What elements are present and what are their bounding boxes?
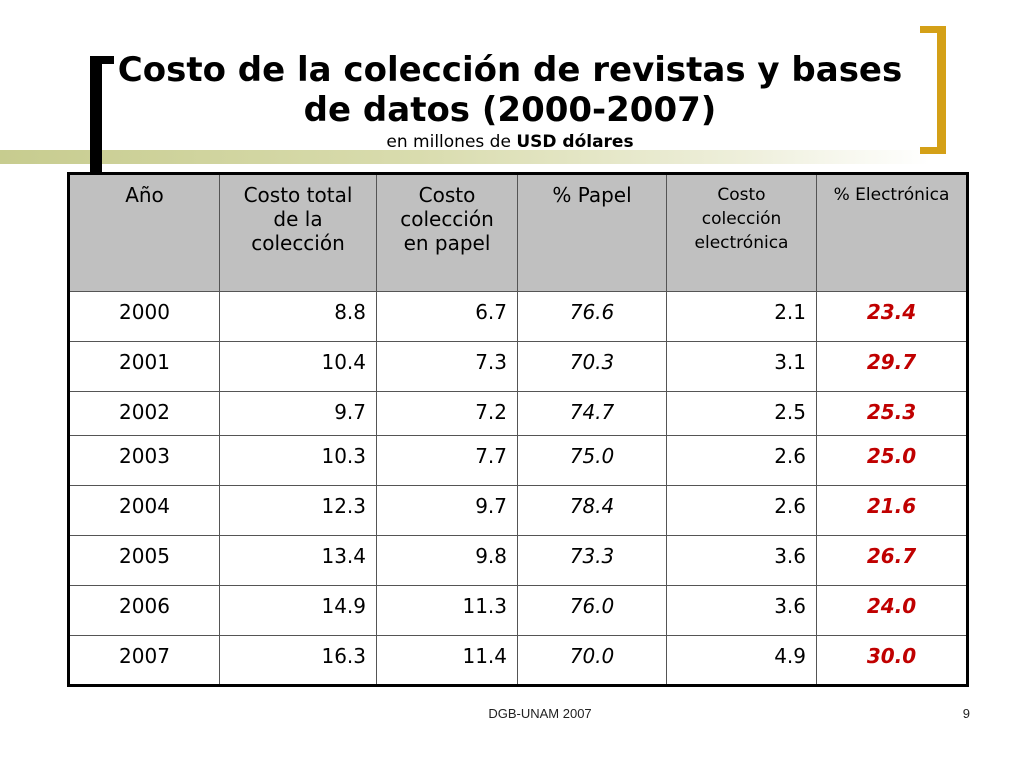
table-row: 2002 9.7 7.2 74.7 2.5 25.3 <box>68 391 968 436</box>
cell-year: 2002 <box>68 391 220 436</box>
cell-electronic: 2.1 <box>666 291 817 342</box>
cost-table: Año Costo total de la colección Costo co… <box>67 172 969 687</box>
header-electronic-cost: Costo colección electrónica <box>666 173 817 292</box>
subtitle-currency: USD dólares <box>516 132 634 152</box>
header-paper-percent: % Papel <box>517 173 667 292</box>
cell-pct-paper: 78.4 <box>517 485 667 536</box>
cell-pct-paper: 70.3 <box>517 341 667 392</box>
cell-total: 10.4 <box>219 341 377 392</box>
table-header-row: Año Costo total de la colección Costo co… <box>68 173 968 292</box>
cell-electronic: 2.6 <box>666 485 817 536</box>
cell-paper: 7.7 <box>376 435 518 486</box>
cell-year: 2003 <box>68 435 220 486</box>
header-electronic-percent: % Electrónica <box>816 173 968 292</box>
cell-paper: 6.7 <box>376 291 518 342</box>
cell-electronic: 3.1 <box>666 341 817 392</box>
cell-paper: 7.3 <box>376 341 518 392</box>
cell-year: 2004 <box>68 485 220 536</box>
subtitle-prefix: en millones de <box>386 132 517 152</box>
table-row: 2005 13.4 9.8 73.3 3.6 26.7 <box>68 535 968 586</box>
decorative-band <box>0 150 930 164</box>
cell-paper: 11.4 <box>376 635 518 686</box>
cell-year: 2001 <box>68 341 220 392</box>
header-total-cost: Costo total de la colección <box>219 173 377 292</box>
cell-year: 2000 <box>68 291 220 342</box>
cell-pct-electronic: 25.3 <box>816 391 968 436</box>
cell-total: 12.3 <box>219 485 377 536</box>
cell-total: 8.8 <box>219 291 377 342</box>
left-bracket-decoration <box>90 56 114 172</box>
table-row: 2000 8.8 6.7 76.6 2.1 23.4 <box>68 291 968 342</box>
cell-pct-paper: 76.6 <box>517 291 667 342</box>
cell-pct-paper: 73.3 <box>517 535 667 586</box>
cell-pct-electronic: 23.4 <box>816 291 968 342</box>
cell-year: 2005 <box>68 535 220 586</box>
cell-pct-electronic: 29.7 <box>816 341 968 392</box>
page-number: 9 <box>962 706 970 721</box>
table-row: 2003 10.3 7.7 75.0 2.6 25.0 <box>68 435 968 486</box>
cell-pct-paper: 75.0 <box>517 435 667 486</box>
cell-pct-electronic: 25.0 <box>816 435 968 486</box>
cell-pct-paper: 74.7 <box>517 391 667 436</box>
header-year: Año <box>68 173 220 292</box>
cell-pct-paper: 70.0 <box>517 635 667 686</box>
cell-paper: 9.8 <box>376 535 518 586</box>
cell-electronic: 4.9 <box>666 635 817 686</box>
table-row: 2007 16.3 11.4 70.0 4.9 30.0 <box>68 635 968 686</box>
cell-total: 16.3 <box>219 635 377 686</box>
table-row: 2001 10.4 7.3 70.3 3.1 29.7 <box>68 341 968 392</box>
cell-total: 9.7 <box>219 391 377 436</box>
cell-paper: 9.7 <box>376 485 518 536</box>
header-paper-cost: Costo colección en papel <box>376 173 518 292</box>
right-bracket-decoration <box>920 26 946 154</box>
cell-electronic: 3.6 <box>666 535 817 586</box>
cell-electronic: 3.6 <box>666 585 817 636</box>
table-row: 2004 12.3 9.7 78.4 2.6 21.6 <box>68 485 968 536</box>
cell-pct-electronic: 26.7 <box>816 535 968 586</box>
slide-subtitle: en millones de USD dólares <box>100 131 920 153</box>
footer-source: DGB-UNAM 2007 <box>488 706 592 721</box>
cell-electronic: 2.6 <box>666 435 817 486</box>
cell-total: 13.4 <box>219 535 377 586</box>
cell-paper: 7.2 <box>376 391 518 436</box>
cell-year: 2006 <box>68 585 220 636</box>
cell-electronic: 2.5 <box>666 391 817 436</box>
cell-pct-electronic: 24.0 <box>816 585 968 636</box>
cell-pct-electronic: 30.0 <box>816 635 968 686</box>
table-row: 2006 14.9 11.3 76.0 3.6 24.0 <box>68 585 968 636</box>
cell-pct-electronic: 21.6 <box>816 485 968 536</box>
cell-total: 14.9 <box>219 585 377 636</box>
cell-year: 2007 <box>68 635 220 686</box>
slide-title: Costo de la colección de revistas y base… <box>117 50 903 130</box>
cell-total: 10.3 <box>219 435 377 486</box>
cell-paper: 11.3 <box>376 585 518 636</box>
cell-pct-paper: 76.0 <box>517 585 667 636</box>
